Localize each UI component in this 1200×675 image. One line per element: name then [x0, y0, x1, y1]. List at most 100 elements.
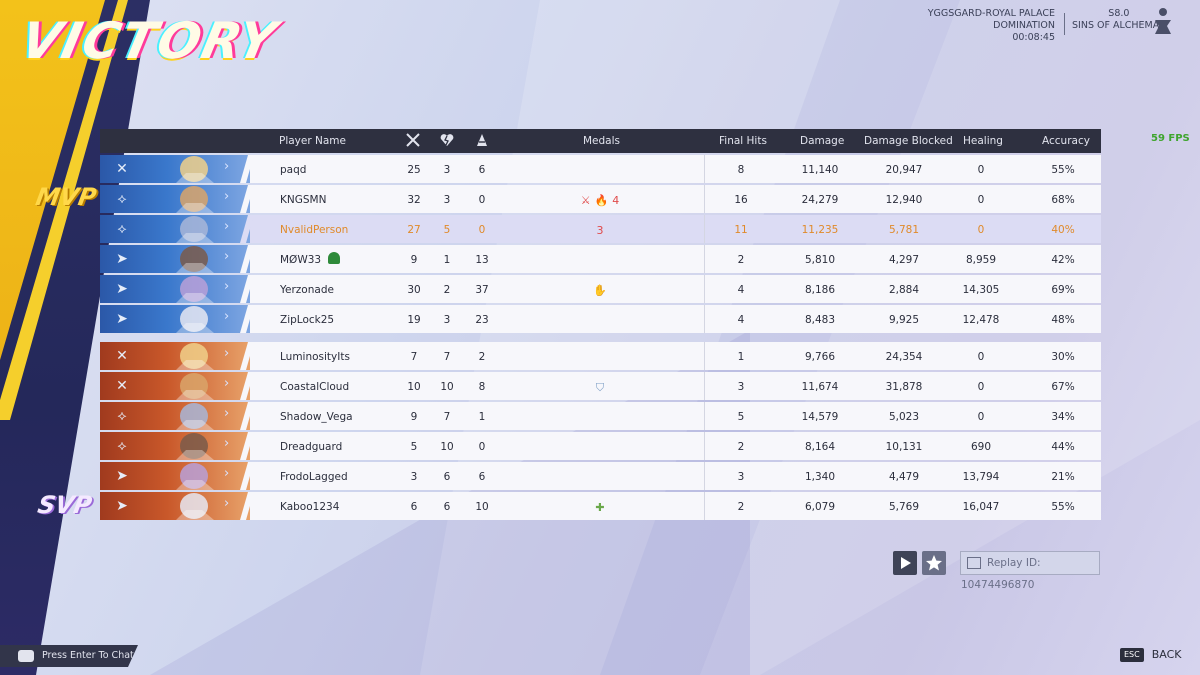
hero-avatar-icon [176, 373, 214, 400]
info-divider [1064, 13, 1065, 35]
damage-value: 24,279 [801, 194, 839, 206]
damage-blocked-value: 5,769 [888, 501, 920, 513]
player-row[interactable]: ✕ › paqd 25 3 6 8 11,140 20,947 0 55% [100, 155, 1101, 183]
column-divider [704, 372, 705, 400]
hero-avatar-icon [176, 306, 214, 333]
player-name[interactable]: FrodoLagged [280, 471, 348, 483]
medals-cell: ✋ [565, 284, 635, 297]
damage-value: 11,140 [801, 164, 839, 176]
star-icon [926, 555, 942, 571]
player-name[interactable]: Yerzonade [280, 284, 334, 296]
assists-value: 8 [478, 381, 486, 393]
kills-value: 32 [407, 194, 421, 206]
player-name[interactable]: paqd [280, 164, 307, 176]
deaths-value: 6 [443, 471, 451, 483]
assists-value: 2 [478, 351, 486, 363]
vanguard-role-icon: ✕ [116, 161, 128, 177]
deaths-value: 3 [443, 164, 451, 176]
assists-value: 6 [478, 471, 486, 483]
medal-icon: ⛉ [595, 381, 605, 394]
kills-value: 19 [407, 314, 421, 326]
scoreboard: Player Name Medals Final Hits Damage Dam… [100, 129, 1101, 520]
favorite-button[interactable] [922, 551, 946, 575]
healing-value: 0 [977, 351, 985, 363]
kills-value: 6 [410, 501, 418, 513]
healing-value: 0 [977, 224, 985, 236]
chevron-right-icon: › [224, 189, 230, 204]
assists-value: 23 [475, 314, 489, 326]
final-hits-value: 8 [737, 164, 745, 176]
hero-avatar-icon [176, 156, 214, 183]
accuracy-value: 55% [1051, 164, 1075, 176]
chevron-right-icon: › [224, 346, 230, 361]
hero-avatar-icon [176, 216, 214, 243]
kills-value: 27 [407, 224, 421, 236]
player-row[interactable]: ➤ › FrodoLagged 3 6 6 3 1,340 4,479 13,794 21% [100, 462, 1101, 490]
accuracy-value: 21% [1051, 471, 1075, 483]
player-name[interactable]: NvalidPerson [280, 224, 349, 236]
play-replay-button[interactable] [893, 551, 917, 575]
player-name[interactable]: Kaboo1234 [280, 501, 340, 513]
player-row[interactable]: ⟡ › NvalidPerson 27 5 0 3 11 11,235 5,781 0 40% [100, 215, 1101, 243]
damage-value: 8,186 [804, 284, 836, 296]
kills-value: 5 [410, 441, 418, 453]
column-divider [704, 185, 705, 213]
player-row[interactable]: ⟡ › KNGSMN 32 3 0 ⚔ 🔥 4 16 24,279 12,940 0 68% [100, 185, 1101, 213]
player-row[interactable]: ✕ › CoastalCloud 10 10 8 ⛉ 3 11,674 31,878 0 67% [100, 372, 1101, 400]
accuracy-value: 42% [1051, 254, 1075, 266]
damage-blocked-value: 12,940 [885, 194, 923, 206]
damage-blocked-value: 4,479 [888, 471, 920, 483]
kills-value: 7 [410, 351, 418, 363]
strategist-role-icon: ➤ [116, 311, 128, 327]
hero-portrait: ⟡ › [100, 215, 250, 243]
chat-prompt-label: Press Enter To Chat [42, 650, 134, 661]
healing-value: 0 [977, 164, 985, 176]
player-row[interactable]: ➤ › ZipLock25 19 3 23 4 8,483 9,925 12,478 48% [100, 305, 1101, 333]
accuracy-value: 40% [1051, 224, 1075, 236]
assists-value: 1 [478, 411, 486, 423]
hero-portrait: ➤ › [100, 492, 250, 520]
damage-value: 8,164 [804, 441, 836, 453]
chat-bubble-icon [18, 649, 34, 662]
column-divider [704, 342, 705, 370]
duelist-role-icon: ⟡ [117, 191, 127, 207]
medal-icon: 3 [596, 224, 604, 237]
column-divider [704, 275, 705, 303]
player-name[interactable]: KNGSMN [280, 194, 327, 206]
healing-value: 13,794 [962, 471, 1000, 483]
player-name[interactable]: LuminosityIts [280, 351, 350, 363]
assists-value: 37 [475, 284, 489, 296]
healing-value: 690 [970, 441, 992, 453]
player-row[interactable]: ⟡ › Shadow_Vega 9 7 1 5 14,579 5,023 0 34% [100, 402, 1101, 430]
player-name[interactable]: CoastalCloud [280, 381, 350, 393]
replay-id-field[interactable]: Replay ID: 10474496870 [960, 551, 1100, 591]
chevron-right-icon: › [224, 219, 230, 234]
player-row[interactable]: ➤ › MØW33 9 1 13 2 5,810 4,297 8,959 42% [100, 245, 1101, 273]
player-row[interactable]: ✕ › LuminosityIts 7 7 2 1 9,766 24,354 0 30% [100, 342, 1101, 370]
player-row[interactable]: ➤ › Kaboo1234 6 6 10 ✚ 2 6,079 5,769 16,047 55% [100, 492, 1101, 520]
duelist-role-icon: ⟡ [117, 221, 127, 237]
column-divider [704, 402, 705, 430]
kills-value: 9 [410, 411, 418, 423]
player-row[interactable]: ➤ › Yerzonade 30 2 37 ✋ 4 8,186 2,884 14,305 69% [100, 275, 1101, 303]
player-name[interactable]: Shadow_Vega [280, 411, 353, 423]
damage-blocked-value: 4,297 [888, 254, 920, 266]
assists-value: 10 [475, 501, 489, 513]
damage-blocked-value: 20,947 [885, 164, 923, 176]
damage-value: 1,340 [804, 471, 836, 483]
final-hits-value: 5 [737, 411, 745, 423]
chat-prompt[interactable]: Press Enter To Chat [0, 645, 138, 667]
final-hits-value: 1 [737, 351, 745, 363]
damage-value: 14,579 [801, 411, 839, 423]
back-button[interactable]: ESC BACK [1120, 646, 1182, 664]
player-name[interactable]: ZipLock25 [280, 314, 335, 326]
final-hits-value: 2 [737, 254, 745, 266]
damage-blocked-value: 5,023 [888, 411, 920, 423]
hero-portrait: ➤ › [100, 462, 250, 490]
broken-heart-icon [440, 133, 454, 150]
kills-value: 30 [407, 284, 421, 296]
player-name[interactable]: MØW33 [280, 254, 322, 266]
hero-avatar-icon [176, 343, 214, 370]
player-name[interactable]: Dreadguard [280, 441, 343, 453]
player-row[interactable]: ⟡ › Dreadguard 5 10 0 2 8,164 10,131 690 44% [100, 432, 1101, 460]
